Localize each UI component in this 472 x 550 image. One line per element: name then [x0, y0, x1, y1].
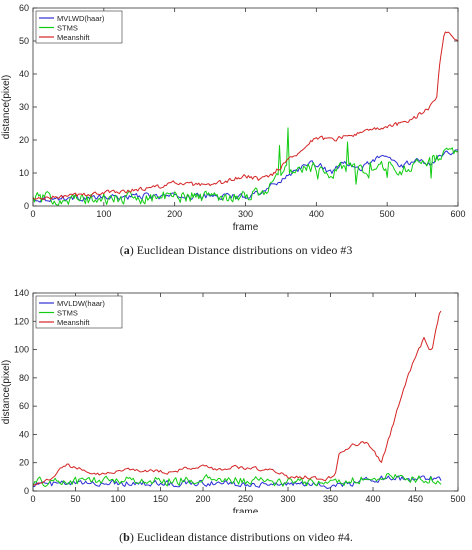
y-tick-label: 60	[19, 3, 29, 13]
caption-b-text: Euclidean distance distributions on vide…	[136, 530, 353, 544]
y-tick-label: 60	[19, 401, 29, 411]
x-tick-label: 400	[309, 209, 324, 219]
x-tick-label: 250	[238, 494, 253, 504]
y-tick-label: 50	[19, 36, 29, 46]
x-tick-label: 300	[238, 209, 253, 219]
legend-label: MVLDW(haar)	[57, 299, 105, 308]
x-tick-label: 200	[167, 209, 182, 219]
x-tick-label: 300	[280, 494, 295, 504]
y-tick-label: 20	[19, 458, 29, 468]
y-tick-label: 40	[19, 429, 29, 439]
x-axis-label: frame	[233, 507, 259, 513]
x-axis-label: frame	[233, 222, 259, 230]
x-tick-label: 150	[153, 494, 168, 504]
caption-a: (a) Euclidean Distance distributions on …	[119, 243, 353, 257]
y-tick-label: 30	[19, 102, 29, 112]
caption-b: (b) Euclidean distance distributions on …	[119, 530, 353, 544]
legend-box	[35, 295, 123, 329]
chart-panel-b: 0 50 100 150 200 250 300 350 400 450 500 0 20 40 60 80 1…	[0, 283, 472, 518]
legend-box	[35, 10, 123, 44]
series-line-meanshift	[32, 31, 459, 201]
x-tick-label: 400	[365, 494, 380, 504]
legend-label: MVLWD(haar)	[57, 14, 105, 23]
legend-label: STMS	[57, 24, 78, 33]
series-line-mvlwd-haar-	[32, 149, 459, 203]
x-tick-label: 100	[96, 209, 111, 219]
y-tick-label: 80	[19, 373, 29, 383]
x-tick-label: 0	[30, 209, 35, 219]
series-line-stms	[32, 472, 442, 487]
y-tick-label: 20	[19, 135, 29, 145]
x-tick-label: 200	[195, 494, 210, 504]
y-tick-label: 40	[19, 69, 29, 79]
y-axis-label: distance(pixel)	[1, 360, 12, 424]
x-tick-label: 600	[450, 209, 465, 219]
x-tick-label: 450	[408, 494, 423, 504]
chart-a: 0 100 200 300 400 500 600 0 10 20 30 40 50 60 frame dis…	[1, 3, 466, 233]
x-tick-label: 350	[323, 494, 338, 504]
chart-b: 0 50 100 150 200 250 300 350 400 450 500 0 20 40 60 80 1…	[1, 288, 466, 518]
x-tick-label: 0	[30, 494, 35, 504]
caption-a-tag: a	[123, 243, 130, 257]
legend-label: STMS	[57, 309, 78, 318]
y-tick-label: 120	[14, 316, 29, 326]
y-tick-label: 10	[19, 168, 29, 178]
y-tick-label: 0	[24, 486, 29, 496]
x-tick-label: 500	[450, 494, 465, 504]
series-line-meanshift	[32, 310, 442, 486]
legend-label: Meanshift	[57, 33, 90, 42]
y-axis-label: distance(pixel)	[1, 75, 12, 139]
chart-panel-a: 0 100 200 300 400 500 600 0 10 20 30 40 50 60 frame dis…	[0, 0, 472, 272]
x-tick-label: 50	[70, 494, 80, 504]
x-tick-label: 500	[380, 209, 395, 219]
caption-b-tag: b	[123, 530, 130, 544]
caption-a-text: Euclidean Distance distributions on vide…	[136, 243, 353, 257]
x-tick-label: 100	[110, 494, 125, 504]
legend-label: Meanshift	[57, 318, 90, 327]
y-tick-label: 100	[14, 345, 29, 355]
y-tick-label: 140	[14, 288, 29, 298]
y-tick-label: 0	[24, 201, 29, 211]
